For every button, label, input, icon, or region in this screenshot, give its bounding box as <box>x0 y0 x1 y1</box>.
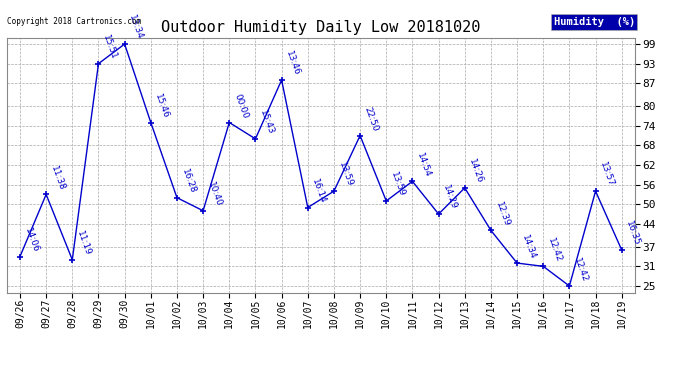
Text: 15:51: 15:51 <box>101 33 119 61</box>
Text: 15:43: 15:43 <box>258 109 275 136</box>
Text: 22:50: 22:50 <box>363 106 380 133</box>
Text: 11:38: 11:38 <box>49 164 66 192</box>
Text: 10:40: 10:40 <box>206 181 223 208</box>
Text: 14:54: 14:54 <box>415 152 433 178</box>
Text: Humidity  (%): Humidity (%) <box>553 17 635 27</box>
Text: 14:29: 14:29 <box>442 184 459 211</box>
Text: 14:06: 14:06 <box>23 226 40 254</box>
Text: 00:00: 00:00 <box>232 92 249 120</box>
Text: 15:46: 15:46 <box>154 93 171 120</box>
Text: 16:28: 16:28 <box>179 168 197 195</box>
Text: 13:46: 13:46 <box>284 50 302 77</box>
Text: 12:39: 12:39 <box>493 200 511 228</box>
Text: 11:19: 11:19 <box>75 230 92 257</box>
Text: 13:34: 13:34 <box>128 14 145 41</box>
Text: 13:59: 13:59 <box>389 171 406 198</box>
Text: 14:26: 14:26 <box>468 158 485 185</box>
Text: 13:57: 13:57 <box>598 161 615 188</box>
Text: 16:14: 16:14 <box>310 177 328 205</box>
Text: 14:34: 14:34 <box>520 233 537 260</box>
Text: Copyright 2018 Cartronics.com: Copyright 2018 Cartronics.com <box>7 17 141 26</box>
Text: 16:35: 16:35 <box>624 220 642 247</box>
Title: Outdoor Humidity Daily Low 20181020: Outdoor Humidity Daily Low 20181020 <box>161 20 480 35</box>
Text: 12:42: 12:42 <box>572 256 589 283</box>
Text: 13:59: 13:59 <box>337 161 354 188</box>
Text: 12:42: 12:42 <box>546 237 563 264</box>
